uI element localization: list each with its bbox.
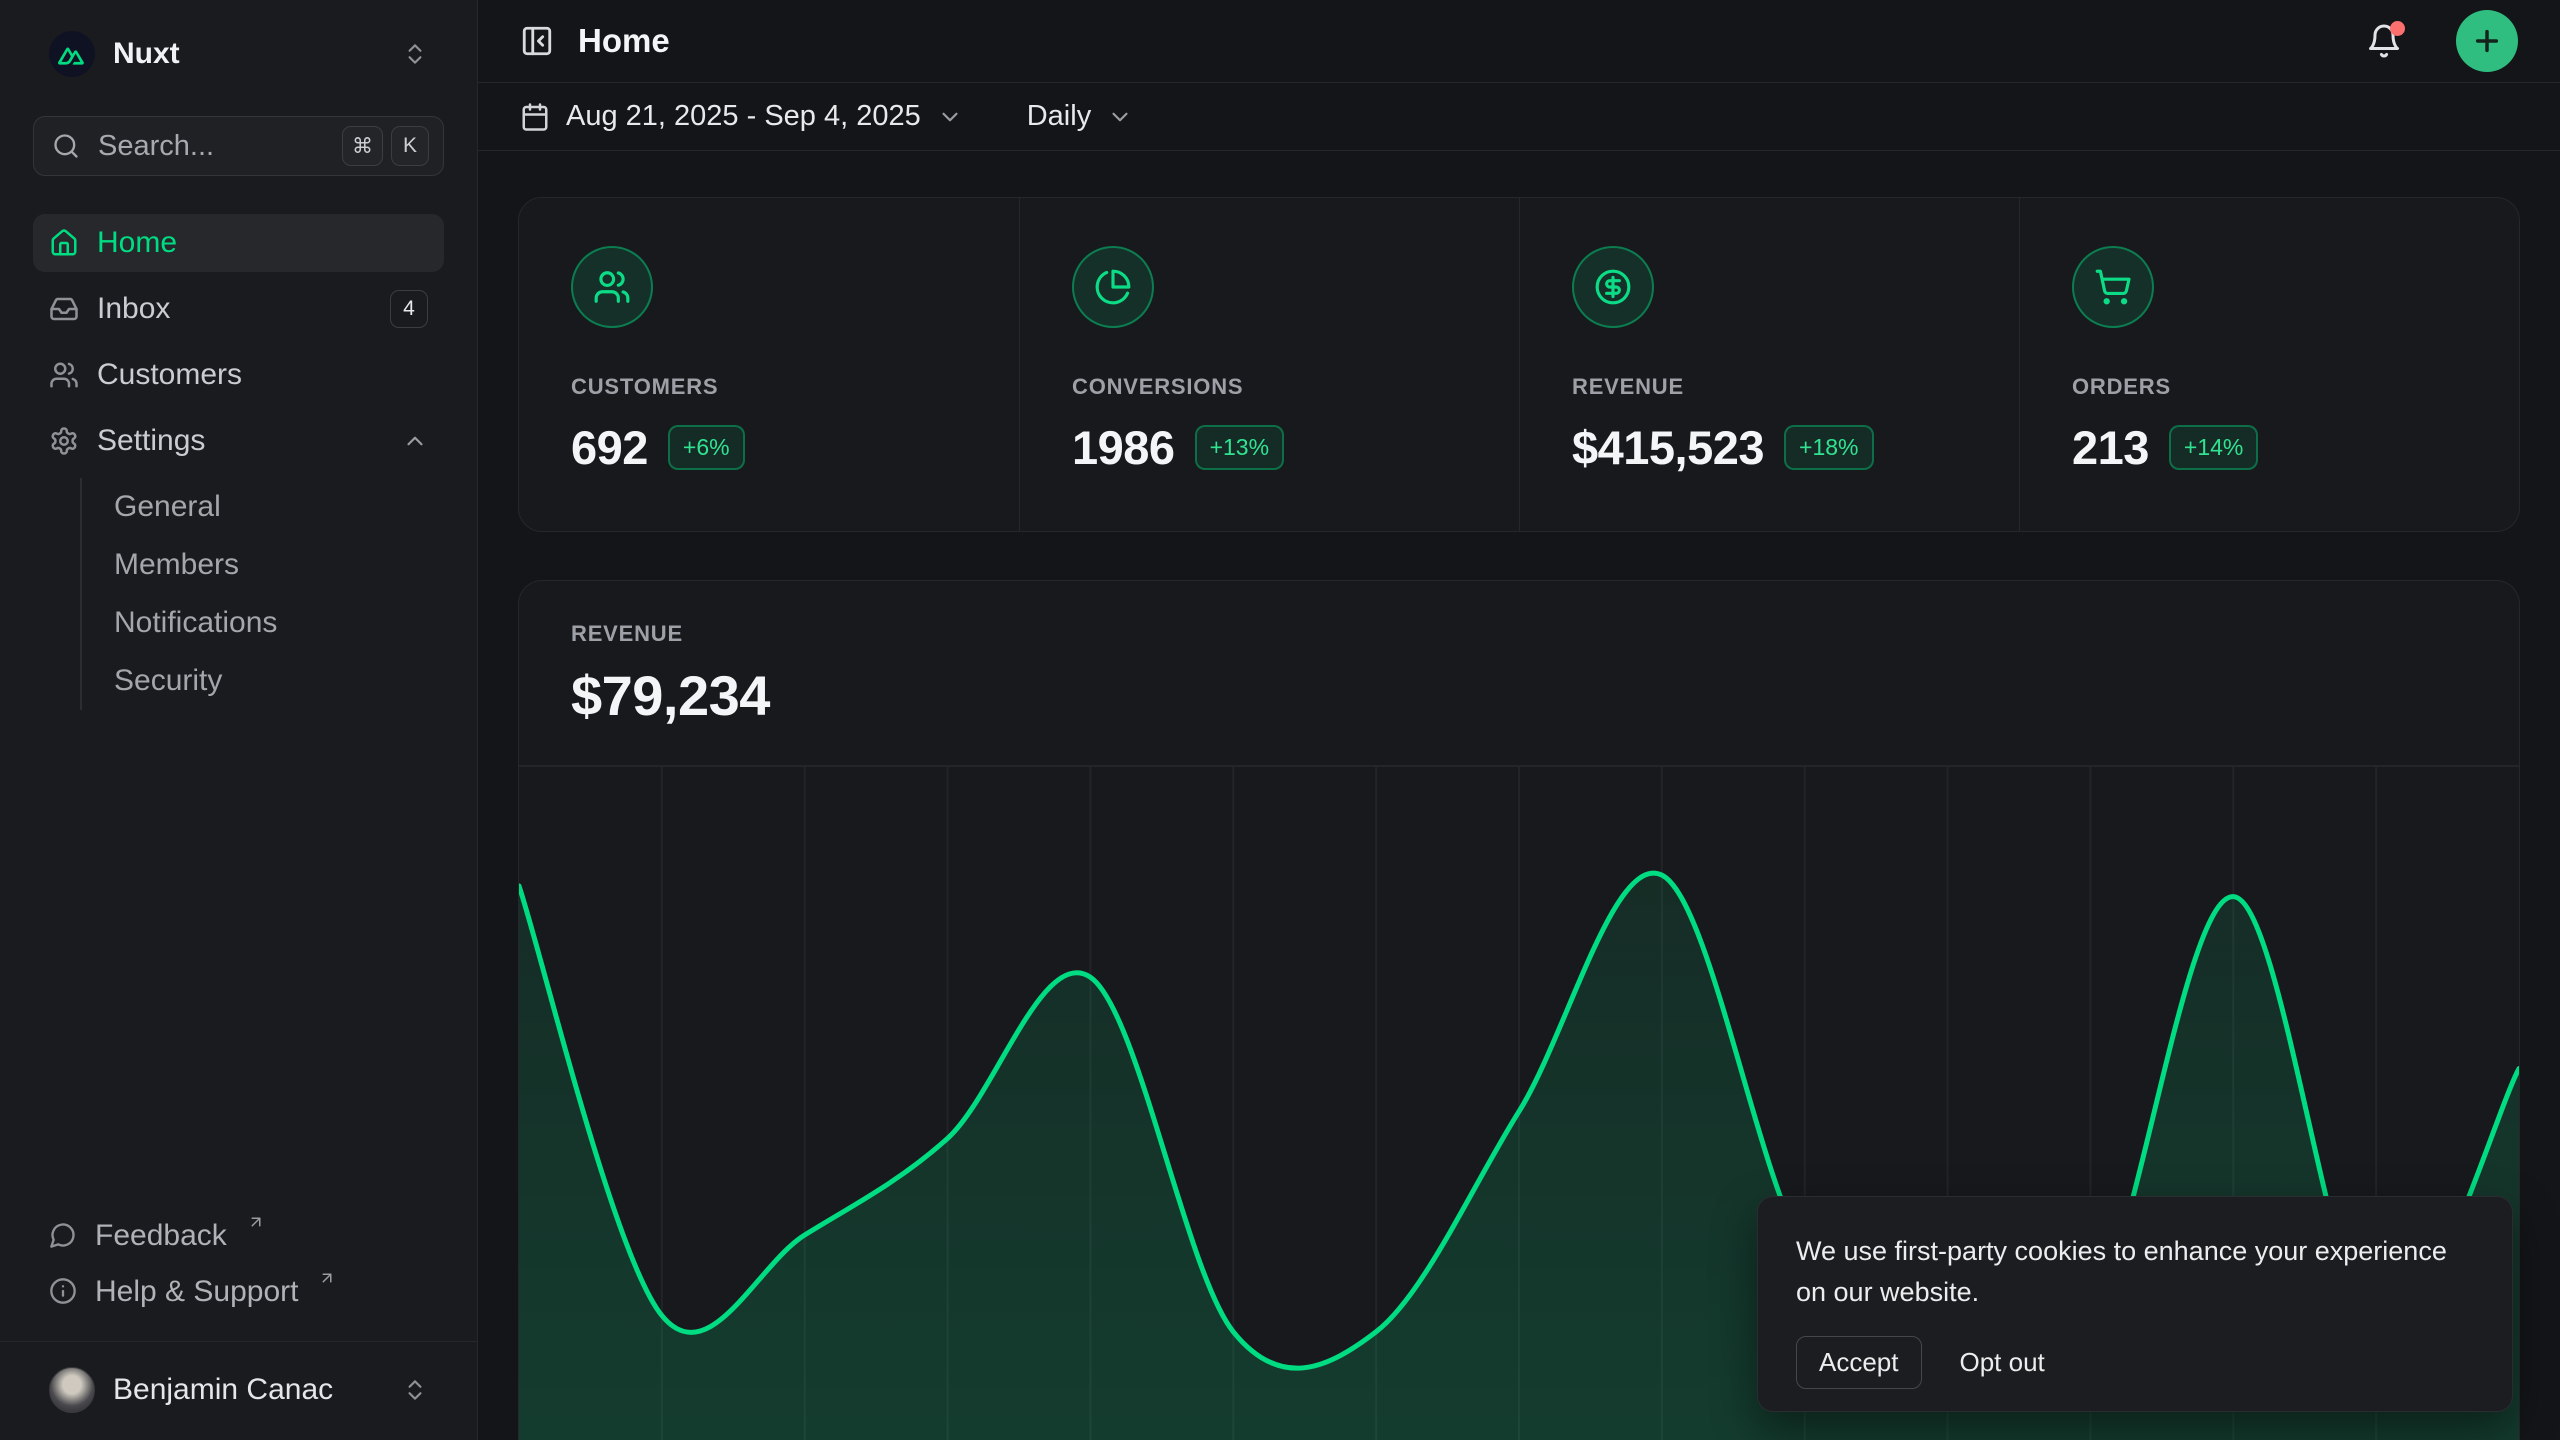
sidebar-spacer bbox=[0, 718, 477, 1211]
notifications-button[interactable] bbox=[2366, 23, 2402, 59]
date-range-picker[interactable]: Aug 21, 2025 - Sep 4, 2025 bbox=[520, 100, 963, 133]
sidebar-footer: Feedback Help & Support bbox=[0, 1211, 477, 1323]
avatar bbox=[49, 1367, 95, 1413]
date-range-value: Aug 21, 2025 - Sep 4, 2025 bbox=[566, 100, 921, 133]
user-name: Benjamin Canac bbox=[113, 1373, 384, 1407]
gear-icon bbox=[49, 426, 79, 456]
stat-card-conversions[interactable]: CONVERSIONS 1986 +13% bbox=[1019, 198, 1519, 531]
page-title: Home bbox=[578, 22, 2342, 60]
collapse-sidebar-icon[interactable] bbox=[520, 24, 554, 58]
kbd-k: K bbox=[391, 126, 429, 166]
nuxt-logo-icon bbox=[49, 31, 95, 77]
stat-delta-badge: +14% bbox=[2169, 425, 2258, 470]
cookie-banner: We use first-party cookies to enhance yo… bbox=[1757, 1196, 2513, 1412]
stats-grid: CUSTOMERS 692 +6% CONVERSIONS 1986 +13% bbox=[518, 197, 2520, 532]
chevron-down-icon bbox=[937, 104, 963, 130]
sidebar-item-label: Home bbox=[97, 226, 428, 260]
optout-cookies-button[interactable]: Opt out bbox=[1960, 1337, 2045, 1388]
toolbar: Aug 21, 2025 - Sep 4, 2025 Daily bbox=[478, 83, 2560, 151]
revenue-panel-label: REVENUE bbox=[571, 621, 2467, 647]
add-button[interactable] bbox=[2456, 10, 2518, 72]
inbox-count-badge: 4 bbox=[390, 290, 428, 328]
user-strip: Benjamin Canac bbox=[0, 1341, 477, 1440]
stat-card-revenue[interactable]: REVENUE $415,523 +18% bbox=[1519, 198, 2019, 531]
pie-chart-icon bbox=[1072, 246, 1154, 328]
users-icon bbox=[571, 246, 653, 328]
sidebar-item-inbox[interactable]: Inbox 4 bbox=[33, 280, 444, 338]
stat-card-orders[interactable]: ORDERS 213 +14% bbox=[2019, 198, 2519, 531]
settings-sub-list: General Members Notifications Security bbox=[80, 478, 444, 710]
sidebar-item-general[interactable]: General bbox=[114, 478, 444, 536]
inbox-icon bbox=[49, 294, 79, 324]
sidebar-item-home[interactable]: Home bbox=[33, 214, 444, 272]
users-icon bbox=[49, 360, 79, 390]
stat-label: CONVERSIONS bbox=[1072, 374, 1467, 400]
search-shortcut: ⌘ K bbox=[342, 126, 429, 166]
info-circle-icon bbox=[49, 1277, 77, 1305]
stat-value: $415,523 bbox=[1572, 420, 1764, 475]
granularity-select[interactable]: Daily bbox=[1027, 100, 1133, 133]
search-placeholder: Search... bbox=[98, 130, 324, 163]
help-support-label: Help & Support bbox=[95, 1275, 298, 1309]
house-icon bbox=[49, 228, 79, 258]
stat-label: CUSTOMERS bbox=[571, 374, 967, 400]
sidebar-item-security[interactable]: Security bbox=[114, 652, 444, 710]
search-input[interactable]: Search... ⌘ K bbox=[33, 116, 444, 176]
sidebar-item-members[interactable]: Members bbox=[114, 536, 444, 594]
revenue-panel-value: $79,234 bbox=[571, 663, 2467, 728]
stat-value: 1986 bbox=[1072, 420, 1175, 475]
stat-label: ORDERS bbox=[2072, 374, 2467, 400]
stat-value: 213 bbox=[2072, 420, 2149, 475]
chevron-down-icon bbox=[1107, 104, 1133, 130]
stat-delta-badge: +6% bbox=[668, 425, 745, 470]
granularity-value: Daily bbox=[1027, 100, 1091, 133]
cookie-message: We use first-party cookies to enhance yo… bbox=[1796, 1231, 2474, 1312]
user-menu[interactable]: Benjamin Canac bbox=[33, 1358, 444, 1422]
external-link-icon bbox=[318, 1269, 336, 1287]
feedback-label: Feedback bbox=[95, 1219, 227, 1253]
plus-icon bbox=[2471, 25, 2503, 57]
chevron-up-icon bbox=[402, 428, 428, 454]
external-link-icon bbox=[247, 1213, 265, 1231]
workspace-switcher[interactable]: Nuxt bbox=[33, 26, 444, 82]
chevrons-up-down-icon[interactable] bbox=[402, 41, 428, 67]
sidebar-item-label: Settings bbox=[97, 424, 384, 458]
sidebar-item-label: Inbox bbox=[97, 292, 372, 326]
stat-value: 692 bbox=[571, 420, 648, 475]
sidebar-item-settings[interactable]: Settings bbox=[33, 412, 444, 470]
feedback-link[interactable]: Feedback bbox=[33, 1211, 444, 1267]
kbd-command: ⌘ bbox=[342, 126, 383, 166]
chat-bubble-icon bbox=[49, 1221, 77, 1249]
sidebar-nav: Home Inbox 4 Customers Settings Ge bbox=[0, 214, 477, 718]
stat-label: REVENUE bbox=[1572, 374, 1967, 400]
chevrons-up-down-icon bbox=[402, 1377, 428, 1403]
stat-card-customers[interactable]: CUSTOMERS 692 +6% bbox=[519, 198, 1019, 531]
accept-cookies-button[interactable]: Accept bbox=[1796, 1336, 1922, 1389]
sidebar: Nuxt Search... ⌘ K Home Inbox 4 bbox=[0, 0, 478, 1440]
page-header: Home bbox=[478, 0, 2560, 83]
stat-delta-badge: +13% bbox=[1195, 425, 1284, 470]
help-support-link[interactable]: Help & Support bbox=[33, 1267, 444, 1323]
calendar-icon bbox=[520, 102, 550, 132]
sidebar-item-customers[interactable]: Customers bbox=[33, 346, 444, 404]
sidebar-item-label: Customers bbox=[97, 358, 428, 392]
dollar-circle-icon bbox=[1572, 246, 1654, 328]
sidebar-item-notifications[interactable]: Notifications bbox=[114, 594, 444, 652]
notification-dot bbox=[2390, 21, 2405, 36]
search-icon bbox=[52, 132, 80, 160]
workspace-name: Nuxt bbox=[113, 37, 384, 71]
stat-delta-badge: +18% bbox=[1784, 425, 1873, 470]
shopping-cart-icon bbox=[2072, 246, 2154, 328]
